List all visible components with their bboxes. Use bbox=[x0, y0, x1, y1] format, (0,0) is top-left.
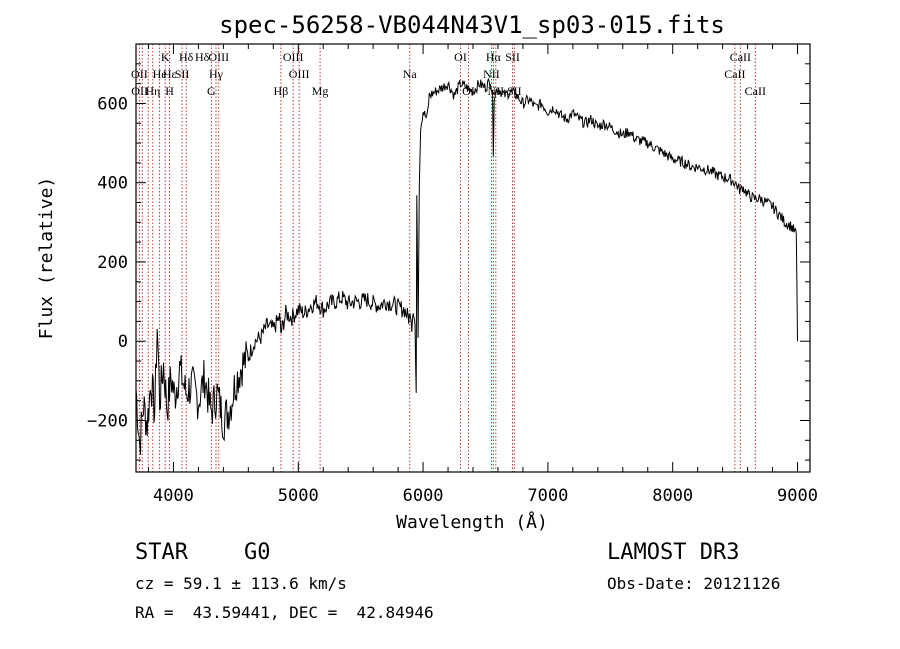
line-label-15: OIII bbox=[289, 67, 310, 81]
line-label-18: OI bbox=[454, 50, 467, 64]
x-tick-label-3: 7000 bbox=[527, 486, 568, 506]
line-label-3: Hε bbox=[163, 67, 177, 81]
plot-frame bbox=[135, 43, 811, 473]
line-label-22: NII bbox=[488, 84, 505, 98]
obs-date: Obs-Date: 20121126 bbox=[607, 574, 781, 593]
spectral-line-markers bbox=[138, 44, 756, 472]
line-label-8: SII bbox=[175, 67, 190, 81]
line-label-7: Hη bbox=[145, 84, 160, 98]
line-label-10: OIII bbox=[208, 50, 229, 64]
x-tick-label-0: 4000 bbox=[153, 486, 194, 506]
y-tick-label-3: 400 bbox=[97, 174, 128, 194]
series-line-spectrum bbox=[135, 77, 798, 455]
line-label-0: Hδ bbox=[179, 50, 194, 64]
line-label-9: Hδ bbox=[195, 50, 210, 64]
line-label-16: Mg bbox=[312, 84, 329, 98]
y-axis-label: Flux (relative) bbox=[36, 177, 57, 340]
chart-title: spec-56258-VB044N43V1_sp03-015.fits bbox=[219, 11, 725, 39]
line-label-19: OI bbox=[462, 84, 475, 98]
redshift-value: cz = 59.1 ± 113.6 km/s bbox=[135, 574, 347, 593]
line-label-11: Hγ bbox=[209, 67, 224, 81]
object-class: STAR bbox=[135, 540, 188, 565]
line-label-23: SII bbox=[505, 50, 520, 64]
line-label-6: H bbox=[165, 84, 174, 98]
line-label-26: CaII bbox=[724, 67, 745, 81]
spectrum-series bbox=[135, 77, 798, 455]
line-label-20: Hα bbox=[486, 50, 502, 64]
y-tick-label-4: 600 bbox=[97, 94, 128, 114]
x-tick-label-5: 9000 bbox=[777, 486, 818, 506]
x-tick-label-2: 6000 bbox=[403, 486, 444, 506]
x-tick-label-1: 5000 bbox=[278, 486, 319, 506]
survey-name: LAMOST DR3 bbox=[607, 540, 740, 565]
coordinates: RA = 43.59441, DEC = 42.84946 bbox=[135, 603, 434, 622]
line-label-4: He bbox=[153, 67, 167, 81]
y-tick-label-2: 200 bbox=[97, 253, 128, 273]
line-label-24: SII bbox=[507, 84, 522, 98]
line-label-17: Na bbox=[403, 67, 418, 81]
subclass: G0 bbox=[244, 540, 271, 565]
x-tick-label-4: 8000 bbox=[652, 486, 693, 506]
line-label-1: OII bbox=[131, 67, 148, 81]
axis-ticks: 4000 5000 6000 7000 8000 9000 −200 0 200 400 600 bbox=[87, 44, 818, 506]
line-label-12: G bbox=[207, 84, 216, 98]
x-axis-label: Wavelength (Å) bbox=[396, 511, 548, 533]
line-label-5: K bbox=[161, 50, 170, 64]
line-label-21: NII bbox=[483, 67, 500, 81]
line-label-2: OII bbox=[131, 84, 148, 98]
line-label-13: Hβ bbox=[274, 84, 289, 98]
line-label-25: CaII bbox=[730, 50, 751, 64]
line-label-14: OIII bbox=[283, 50, 304, 64]
y-tick-label-0: −200 bbox=[87, 411, 128, 431]
line-label-27: CaII bbox=[745, 84, 766, 98]
y-tick-label-1: 0 bbox=[118, 332, 128, 352]
